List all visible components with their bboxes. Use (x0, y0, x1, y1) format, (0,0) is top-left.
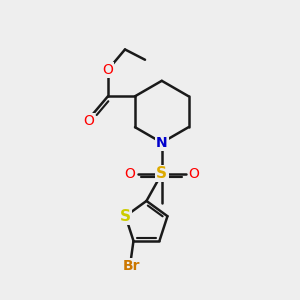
Text: O: O (103, 63, 113, 77)
Text: O: O (83, 114, 94, 128)
Text: S: S (120, 209, 131, 224)
Text: S: S (156, 166, 167, 181)
Text: Br: Br (122, 259, 140, 273)
Text: O: O (189, 167, 200, 181)
Text: O: O (124, 167, 135, 181)
Text: N: N (156, 136, 168, 150)
